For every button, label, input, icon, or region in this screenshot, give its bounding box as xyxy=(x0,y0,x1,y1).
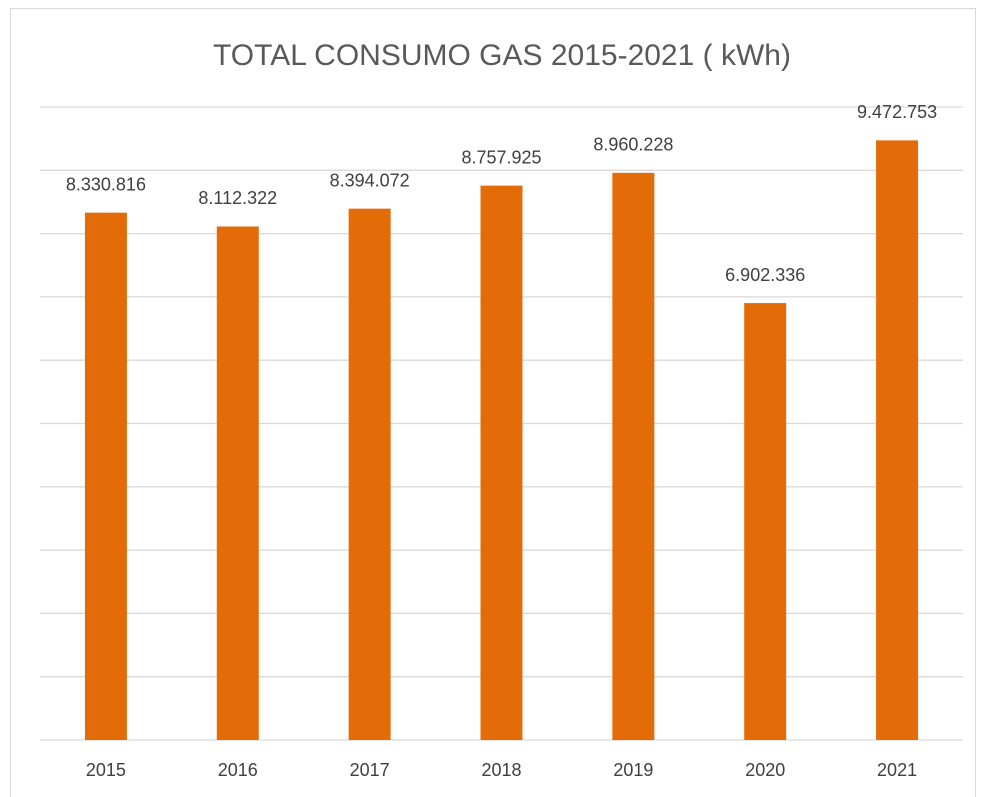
x-tick-label: 2020 xyxy=(745,760,785,780)
data-label: 6.902.336 xyxy=(725,265,805,285)
bar xyxy=(84,212,127,740)
data-label: 8.112.322 xyxy=(198,188,277,208)
data-label: 8.757.925 xyxy=(461,147,541,167)
x-tick-label: 2016 xyxy=(218,760,258,780)
x-tick-label: 2018 xyxy=(481,760,521,780)
x-tick-label: 2015 xyxy=(86,760,126,780)
bar xyxy=(216,226,259,741)
bar xyxy=(612,172,655,740)
bar xyxy=(348,208,391,740)
data-label: 8.960.228 xyxy=(593,135,673,155)
bar xyxy=(876,140,919,740)
data-label: 9.472.753 xyxy=(857,102,937,122)
data-label: 8.394.072 xyxy=(330,170,410,190)
x-tick-label: 2017 xyxy=(350,760,390,780)
x-tick-label: 2019 xyxy=(613,760,653,780)
bar xyxy=(480,185,523,740)
x-tick-label: 2021 xyxy=(877,760,917,780)
bar xyxy=(744,303,787,740)
data-label: 8.330.816 xyxy=(66,174,146,194)
chart-title: TOTAL CONSUMO GAS 2015-2021 ( kWh) xyxy=(213,39,791,72)
